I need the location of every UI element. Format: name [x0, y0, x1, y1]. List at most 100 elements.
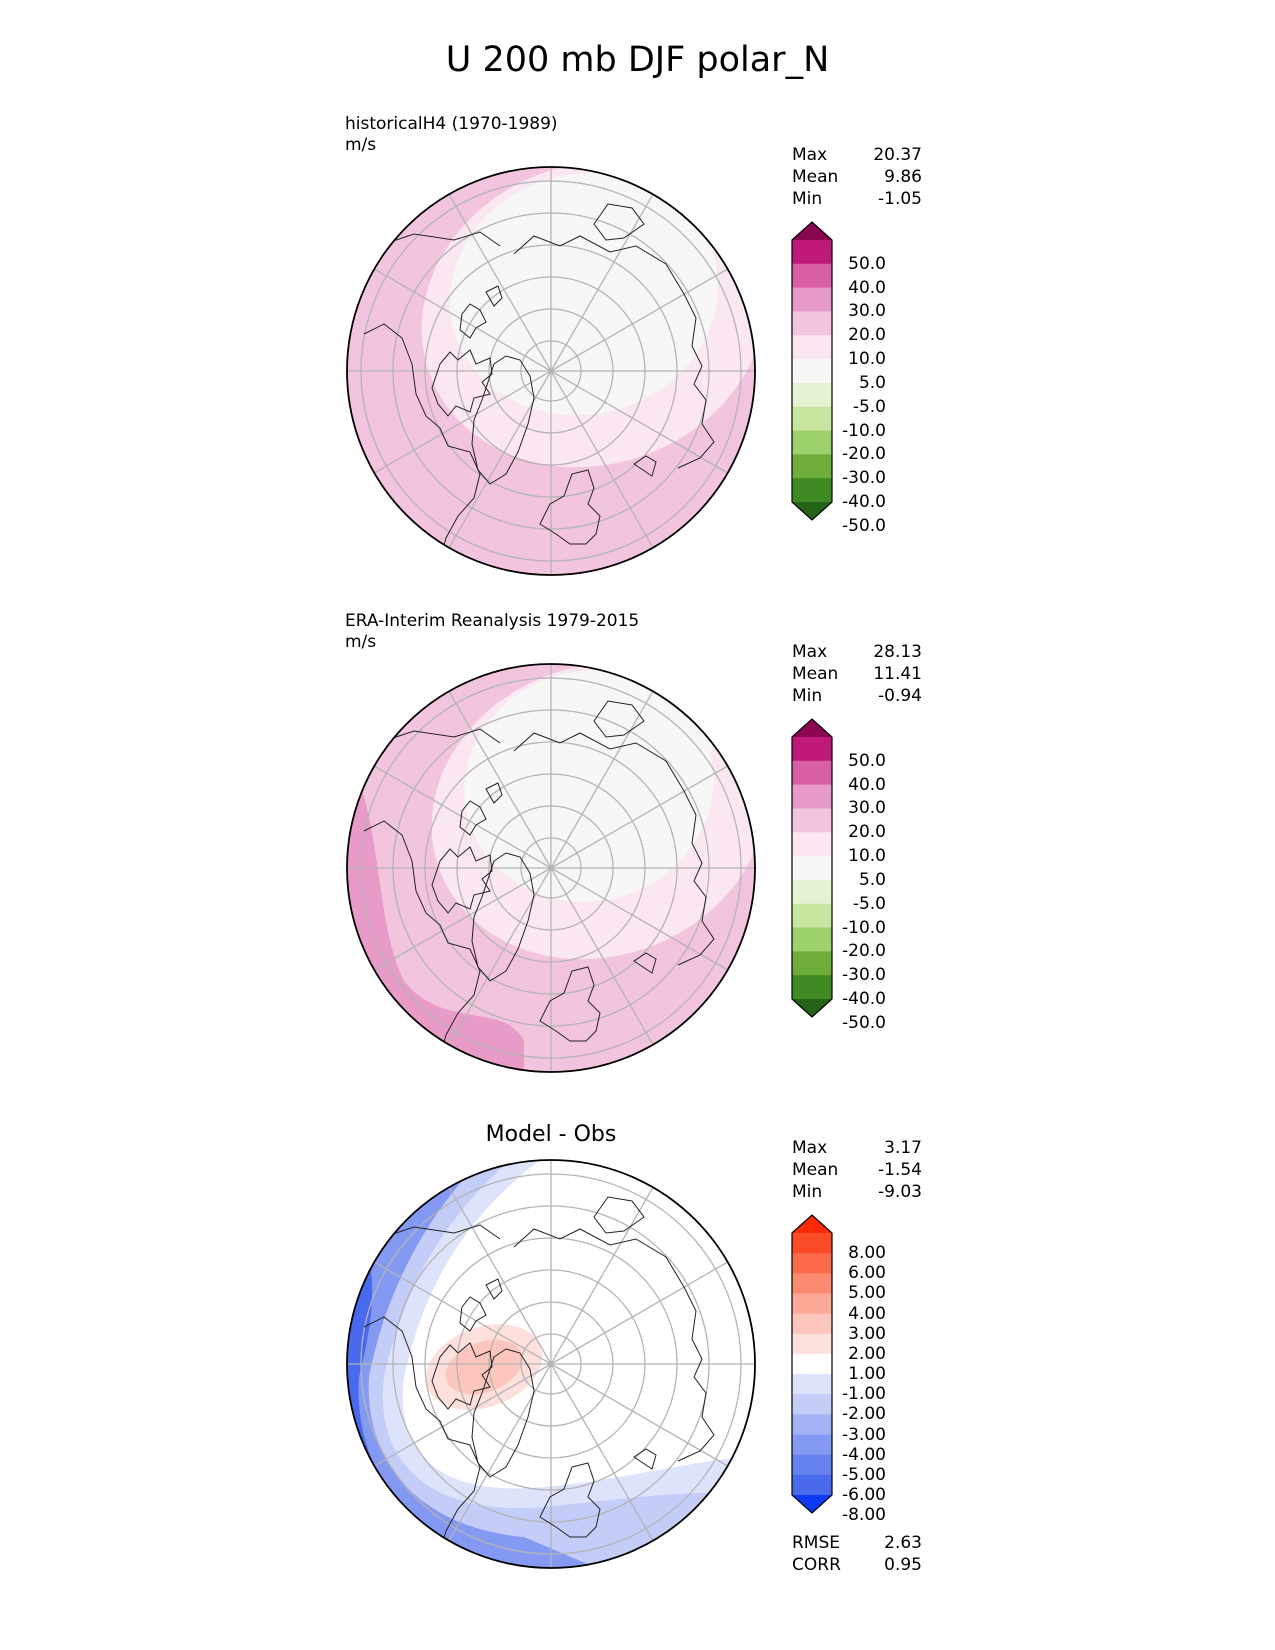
- meridian-line: [550, 370, 654, 548]
- map-boundary: [346, 166, 756, 576]
- meridian-line: [448, 1187, 552, 1365]
- meridian-line: [550, 268, 728, 372]
- colorbar-band: [792, 1474, 832, 1496]
- colorbar-outline: [791, 718, 833, 1018]
- coastline: [593, 1196, 645, 1234]
- coastlines: [363, 203, 715, 567]
- colorbar-band: [792, 1414, 832, 1436]
- coastline: [459, 800, 487, 836]
- coastline: [633, 952, 657, 974]
- panel-1-stat-max: Max 20.37: [792, 145, 922, 165]
- coastline: [471, 355, 535, 485]
- coastlines: [363, 1196, 715, 1560]
- coastline: [593, 203, 645, 241]
- coastline: [485, 1278, 503, 1300]
- panel-1-cb-label: -50.0: [842, 515, 886, 536]
- figure-title: U 200 mb DJF polar_N: [445, 40, 830, 80]
- colorbar-top-extension: [792, 719, 832, 737]
- coastline: [383, 728, 501, 744]
- panel-3-cb-label: 5.00: [848, 1283, 886, 1304]
- panel-1-polar-map: [346, 166, 756, 576]
- panel-1-units: m/s: [345, 135, 377, 155]
- coastline: [471, 852, 535, 982]
- panel-2-cb-label: 50.0: [848, 750, 886, 771]
- panel-2-units: m/s: [345, 632, 377, 652]
- panel-2-cb-label: -5.0: [852, 893, 886, 914]
- panel-2-cb-label: 30.0: [848, 798, 886, 819]
- colorbar-bottom-extension: [792, 999, 832, 1017]
- panel-3-cb-label: -1.00: [842, 1384, 886, 1405]
- colorbar-band: [792, 1353, 832, 1375]
- colorbar-top-extension: [792, 1215, 832, 1233]
- colorbar-band: [792, 1454, 832, 1476]
- panel-3-cb-label: -6.00: [842, 1485, 886, 1505]
- contour-region: [347, 1160, 604, 1568]
- coastline: [383, 231, 501, 247]
- panel-1-cb-label: -20.0: [842, 444, 886, 465]
- panel-3-cb-label: 1.00: [848, 1364, 886, 1385]
- panel-1-cb-label: 20.0: [848, 325, 886, 346]
- colorbar-outline: [791, 221, 833, 521]
- meridian-line: [550, 1363, 654, 1541]
- panel-1-title: historicalH4 (1970-1989) m/s: [345, 114, 558, 156]
- panel-2-stat-mean: Mean 11.41: [792, 664, 922, 684]
- colorbar-band: [792, 737, 832, 762]
- panel-1-stat-mean: Mean 9.86: [792, 167, 922, 187]
- map-boundary: [346, 663, 756, 1073]
- meridian-line: [448, 1363, 552, 1541]
- coastline: [539, 469, 601, 545]
- colorbar-bottom-extension: [792, 502, 832, 520]
- panel-3-cb-label: -8.00: [842, 1505, 886, 1526]
- panel-1-stats: Max 20.37 Mean 9.86 Min -1.05: [792, 144, 922, 210]
- panel-2-cb-label: 40.0: [848, 774, 886, 795]
- coastline: [513, 235, 715, 469]
- meridian-line: [550, 867, 728, 971]
- panel-2-cb-label: 5.0: [858, 869, 886, 890]
- coastline: [363, 1316, 481, 1560]
- panel-3-cb-label: 6.00: [848, 1263, 886, 1284]
- colorbar-band: [792, 240, 832, 265]
- panel-2-cb-label: 10.0: [848, 846, 886, 867]
- panel-3-cb-label: 2.00: [848, 1343, 886, 1364]
- colorbar-band: [792, 359, 832, 384]
- panel-2-cb-label: -20.0: [842, 941, 886, 962]
- panel-1-cb-label: -40.0: [842, 492, 886, 512]
- meridian-line: [550, 691, 654, 869]
- colorbar-band: [792, 879, 832, 905]
- meridian-line: [374, 1363, 552, 1467]
- panel-1-cb-label: -5.0: [852, 396, 886, 417]
- panel-1-cb-label: -30.0: [842, 468, 886, 489]
- panel-3-cb-label: 4.00: [848, 1303, 886, 1324]
- graticule: [347, 664, 755, 1072]
- panel-3-colorbar-labels: 8.00 6.00 5.00 4.00 3.00 2.00 1.00 -1.00…: [820, 1215, 886, 1525]
- meridian-line: [448, 691, 552, 869]
- meridian-line: [374, 765, 552, 869]
- colorbar-band: [792, 951, 832, 976]
- panel-3-extra-stats: RMSE 2.63 CORR 0.95: [792, 1532, 922, 1576]
- coastlines: [363, 700, 715, 1064]
- meridian-line: [550, 765, 728, 869]
- colorbar-band: [792, 975, 832, 1000]
- meridian-line: [374, 1261, 552, 1365]
- panel-3-cb-label: -2.00: [842, 1404, 886, 1425]
- graticule: [347, 1160, 755, 1568]
- meridian-line: [448, 370, 552, 548]
- meridian-line: [374, 867, 552, 971]
- colorbar-band: [792, 382, 832, 408]
- panel-3-cb-label: -4.00: [842, 1444, 886, 1465]
- coastline: [593, 700, 645, 738]
- colorbar-band: [792, 287, 832, 312]
- colorbar-band: [792, 1313, 832, 1335]
- colorbar-band: [792, 1333, 832, 1355]
- colorbar-band: [792, 311, 832, 336]
- panel-1-stat-min: Min -1.05: [792, 189, 922, 209]
- panel-3-stats: Max 3.17 Mean -1.54 Min -9.03: [792, 1137, 922, 1203]
- panel-1-title-line-1: historicalH4 (1970-1989): [345, 114, 558, 134]
- contour-region: [514, 1197, 634, 1277]
- panel-2-colorbar: [791, 718, 833, 1018]
- coastline: [363, 820, 481, 1064]
- colorbar-band: [792, 927, 832, 952]
- colorbar-band: [792, 1394, 832, 1415]
- panel-2-cb-label: -10.0: [842, 917, 886, 938]
- colorbar-band: [792, 903, 832, 929]
